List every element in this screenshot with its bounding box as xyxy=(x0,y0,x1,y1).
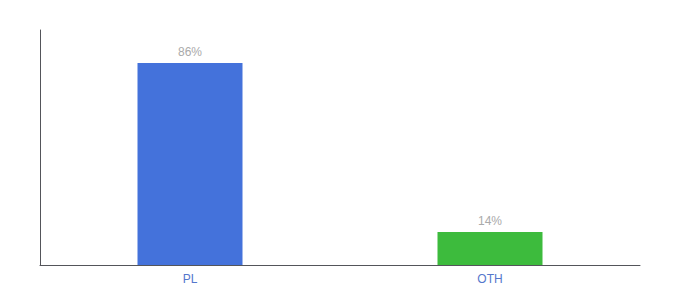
svg-text:PL: PL xyxy=(183,272,198,286)
svg-text:86%: 86% xyxy=(178,45,202,59)
svg-text:14%: 14% xyxy=(478,214,502,228)
svg-text:OTH: OTH xyxy=(477,272,502,286)
